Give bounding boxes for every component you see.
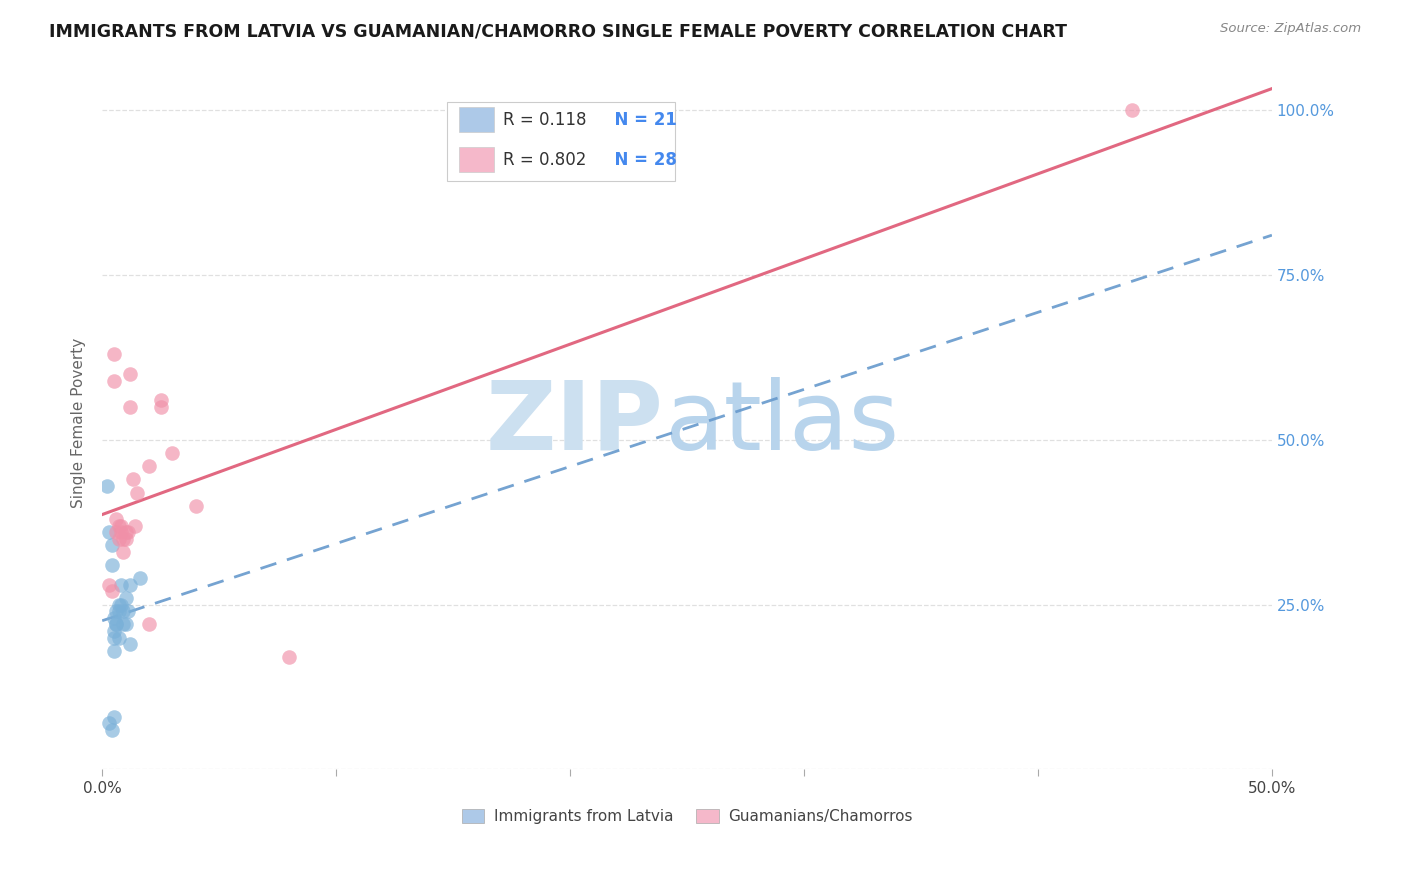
Point xyxy=(103,631,125,645)
Point xyxy=(112,604,135,618)
Point xyxy=(98,716,121,731)
Point xyxy=(117,525,139,540)
FancyBboxPatch shape xyxy=(458,147,494,172)
Point xyxy=(110,598,132,612)
Point xyxy=(100,723,122,737)
Point xyxy=(114,617,136,632)
Point xyxy=(128,571,150,585)
Point xyxy=(110,518,132,533)
Point xyxy=(105,617,128,632)
Point xyxy=(100,538,122,552)
Point xyxy=(278,650,301,665)
Point xyxy=(138,459,160,474)
Point xyxy=(103,624,125,638)
Point xyxy=(103,709,125,723)
Point xyxy=(103,374,125,388)
Point xyxy=(105,604,128,618)
Point xyxy=(114,525,136,540)
FancyBboxPatch shape xyxy=(458,107,494,132)
Text: ZIP: ZIP xyxy=(486,377,664,470)
Point xyxy=(107,532,129,546)
Point xyxy=(100,558,122,572)
Point xyxy=(96,479,118,493)
Point xyxy=(110,525,132,540)
Text: Source: ZipAtlas.com: Source: ZipAtlas.com xyxy=(1220,22,1361,36)
Point xyxy=(107,604,129,618)
Point xyxy=(127,485,149,500)
Point xyxy=(110,578,132,592)
Point xyxy=(120,637,142,651)
Point xyxy=(112,617,135,632)
Point xyxy=(120,400,142,414)
Point xyxy=(1121,103,1143,118)
Point xyxy=(124,518,146,533)
Point xyxy=(107,598,129,612)
Point xyxy=(117,604,139,618)
Point xyxy=(103,611,125,625)
Text: R = 0.118: R = 0.118 xyxy=(503,111,586,128)
Point xyxy=(98,525,121,540)
Point xyxy=(98,578,121,592)
Text: N = 28: N = 28 xyxy=(603,151,676,169)
Point xyxy=(105,512,128,526)
Point xyxy=(105,617,128,632)
Point xyxy=(184,499,207,513)
FancyBboxPatch shape xyxy=(447,102,675,181)
Text: N = 21: N = 21 xyxy=(603,111,676,128)
Legend: Immigrants from Latvia, Guamanians/Chamorros: Immigrants from Latvia, Guamanians/Chamo… xyxy=(461,809,912,824)
Y-axis label: Single Female Poverty: Single Female Poverty xyxy=(72,338,86,508)
Text: atlas: atlas xyxy=(664,377,898,470)
Point xyxy=(112,532,135,546)
Point xyxy=(162,446,184,460)
Point xyxy=(107,631,129,645)
Point xyxy=(107,518,129,533)
Point xyxy=(120,367,142,381)
Point xyxy=(100,584,122,599)
Point xyxy=(103,643,125,657)
Text: IMMIGRANTS FROM LATVIA VS GUAMANIAN/CHAMORRO SINGLE FEMALE POVERTY CORRELATION C: IMMIGRANTS FROM LATVIA VS GUAMANIAN/CHAM… xyxy=(49,22,1067,40)
Point xyxy=(149,400,172,414)
Point xyxy=(103,347,125,361)
Point xyxy=(105,525,128,540)
Point xyxy=(138,617,160,632)
Point xyxy=(120,578,142,592)
Point xyxy=(114,532,136,546)
Point xyxy=(114,591,136,605)
Point xyxy=(121,472,143,486)
Point xyxy=(112,545,135,559)
Text: R = 0.802: R = 0.802 xyxy=(503,151,586,169)
Point xyxy=(149,393,172,408)
